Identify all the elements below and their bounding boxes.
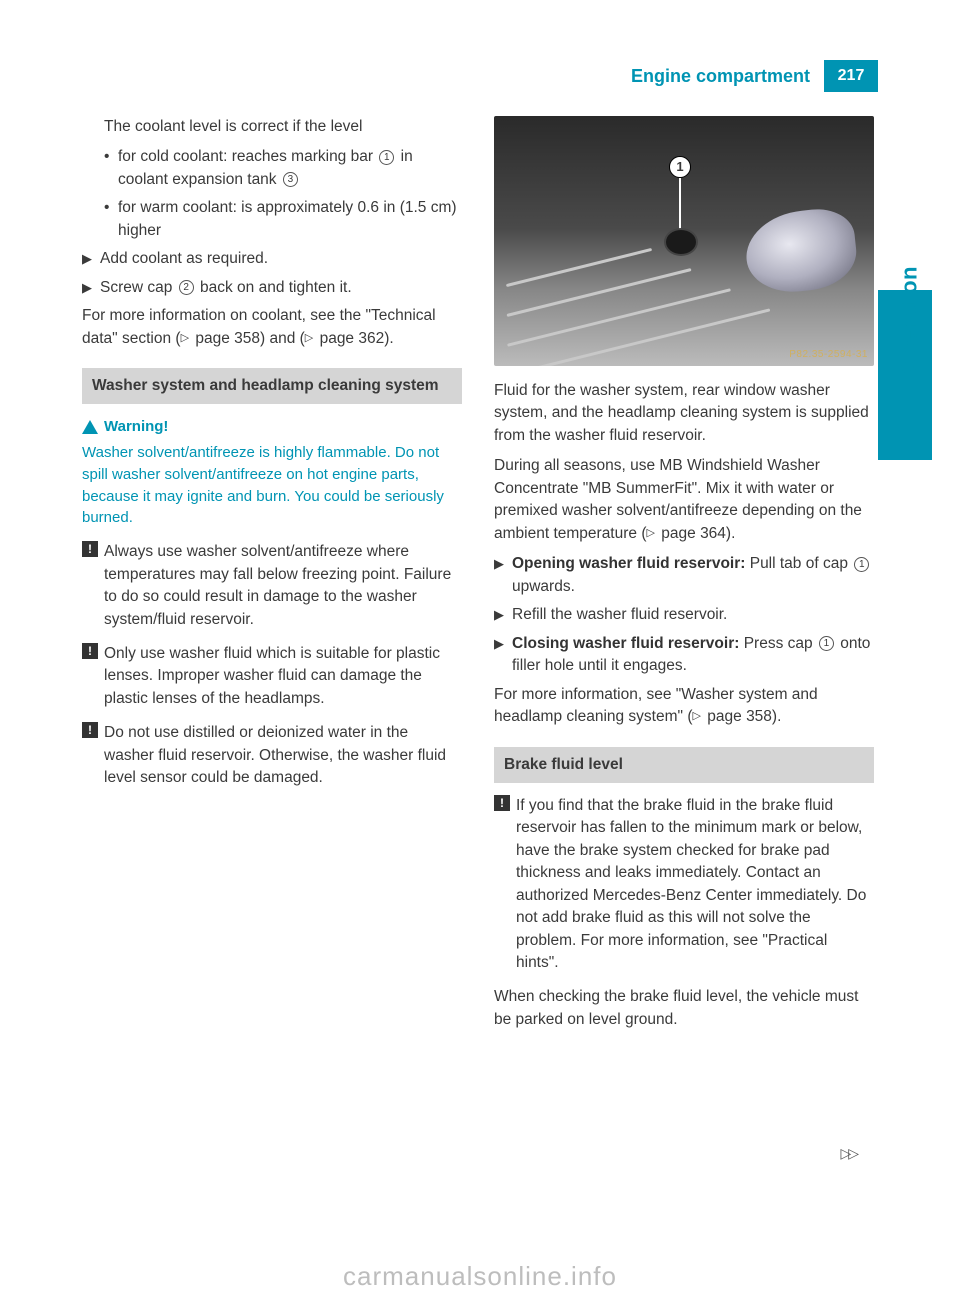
action-open-reservoir: ▶ Opening washer fluid reservoir: Pull t… (494, 553, 874, 598)
notice-plastic-lenses: ! Only use washer fluid which is suitabl… (82, 643, 462, 710)
marker-1-icon: 1 (854, 557, 869, 572)
figure-cap (664, 228, 698, 256)
pageref-icon: ▷ (693, 709, 701, 725)
warning-title: Warning! (82, 416, 462, 438)
action-add-coolant: ▶ Add coolant as required. (82, 248, 462, 270)
pageref-icon: ▷ (305, 331, 313, 347)
bullet-warm-coolant: • for warm coolant: is approximately 0.6… (82, 197, 462, 242)
action-arrow-icon: ▶ (82, 277, 100, 299)
page-frame: Engine compartment 217 Operation The coo… (82, 60, 878, 1210)
page-header: Engine compartment 217 (631, 60, 878, 92)
side-tab-label: Operation (896, 266, 922, 374)
washer-concentrate-desc: During all seasons, use MB Windshield Wa… (494, 455, 874, 545)
action-close-reservoir: ▶ Closing washer fluid reservoir: Press … (494, 633, 874, 678)
header-section-title: Engine compartment (631, 60, 824, 92)
figure-code: P82.35-2594-31 (789, 348, 868, 363)
figure-grille (507, 288, 731, 347)
warning-triangle-icon (82, 420, 98, 434)
bullet-dot: • (104, 146, 118, 191)
action-arrow-icon: ▶ (494, 553, 512, 598)
figure-marker-1: 1 (669, 156, 691, 178)
brake-level-ground: When checking the brake fluid level, the… (494, 986, 874, 1031)
marker-2-icon: 2 (179, 280, 194, 295)
warning-body: Washer solvent/antifreeze is highly flam… (82, 442, 462, 529)
pageref-icon: ▷ (181, 331, 189, 347)
pageref-icon: ▷ (647, 526, 655, 542)
washer-reservoir-figure: 1 P82.35-2594-31 (494, 116, 874, 366)
coolant-more-info: For more information on coolant, see the… (82, 305, 462, 350)
bullet-cold-coolant: • for cold coolant: reaches marking bar … (82, 146, 462, 191)
action-arrow-icon: ▶ (494, 604, 512, 626)
bullet-text: for cold coolant: reaches marking bar 1 … (118, 146, 462, 191)
notice-icon: ! (82, 722, 98, 738)
notice-brake-fluid: ! If you find that the brake fluid in th… (494, 795, 874, 975)
watermark: carmanualsonline.info (0, 1261, 960, 1292)
notice-icon: ! (82, 643, 98, 659)
figure-headlamp (742, 205, 860, 296)
action-screw-cap: ▶ Screw cap 2 back on and tighten it. (82, 277, 462, 299)
figure-callout-line (679, 178, 681, 230)
notice-icon: ! (494, 795, 510, 811)
continue-arrow-icon: ▷▷ (840, 1145, 856, 1162)
page-number: 217 (824, 60, 878, 92)
figure-grille (506, 248, 652, 287)
right-column: 1 P82.35-2594-31 Fluid for the washer sy… (494, 116, 874, 1039)
section-brake-heading: Brake fluid level (494, 747, 874, 783)
washer-fluid-desc: Fluid for the washer system, rear window… (494, 380, 874, 447)
content-columns: The coolant level is correct if the leve… (82, 116, 878, 1039)
notice-antifreeze: ! Always use washer solvent/antifreeze w… (82, 541, 462, 631)
marker-3-icon: 3 (283, 172, 298, 187)
bullet-dot: • (104, 197, 118, 242)
bullet-text: for warm coolant: is approximately 0.6 i… (118, 197, 462, 242)
left-column: The coolant level is correct if the leve… (82, 116, 462, 1039)
figure-grille (506, 268, 691, 317)
warning-box: Warning! Washer solvent/antifreeze is hi… (82, 416, 462, 529)
section-washer-heading: Washer system and headlamp cleaning syst… (82, 368, 462, 404)
notice-icon: ! (82, 541, 98, 557)
action-refill-reservoir: ▶ Refill the washer fluid reservoir. (494, 604, 874, 626)
notice-distilled-water: ! Do not use distilled or deionized wate… (82, 722, 462, 789)
coolant-intro: The coolant level is correct if the leve… (82, 116, 462, 138)
figure-grille (508, 308, 771, 366)
marker-1-icon: 1 (379, 150, 394, 165)
action-arrow-icon: ▶ (494, 633, 512, 678)
action-arrow-icon: ▶ (82, 248, 100, 270)
washer-more-info: For more information, see "Washer system… (494, 684, 874, 729)
marker-1-icon: 1 (819, 636, 834, 651)
